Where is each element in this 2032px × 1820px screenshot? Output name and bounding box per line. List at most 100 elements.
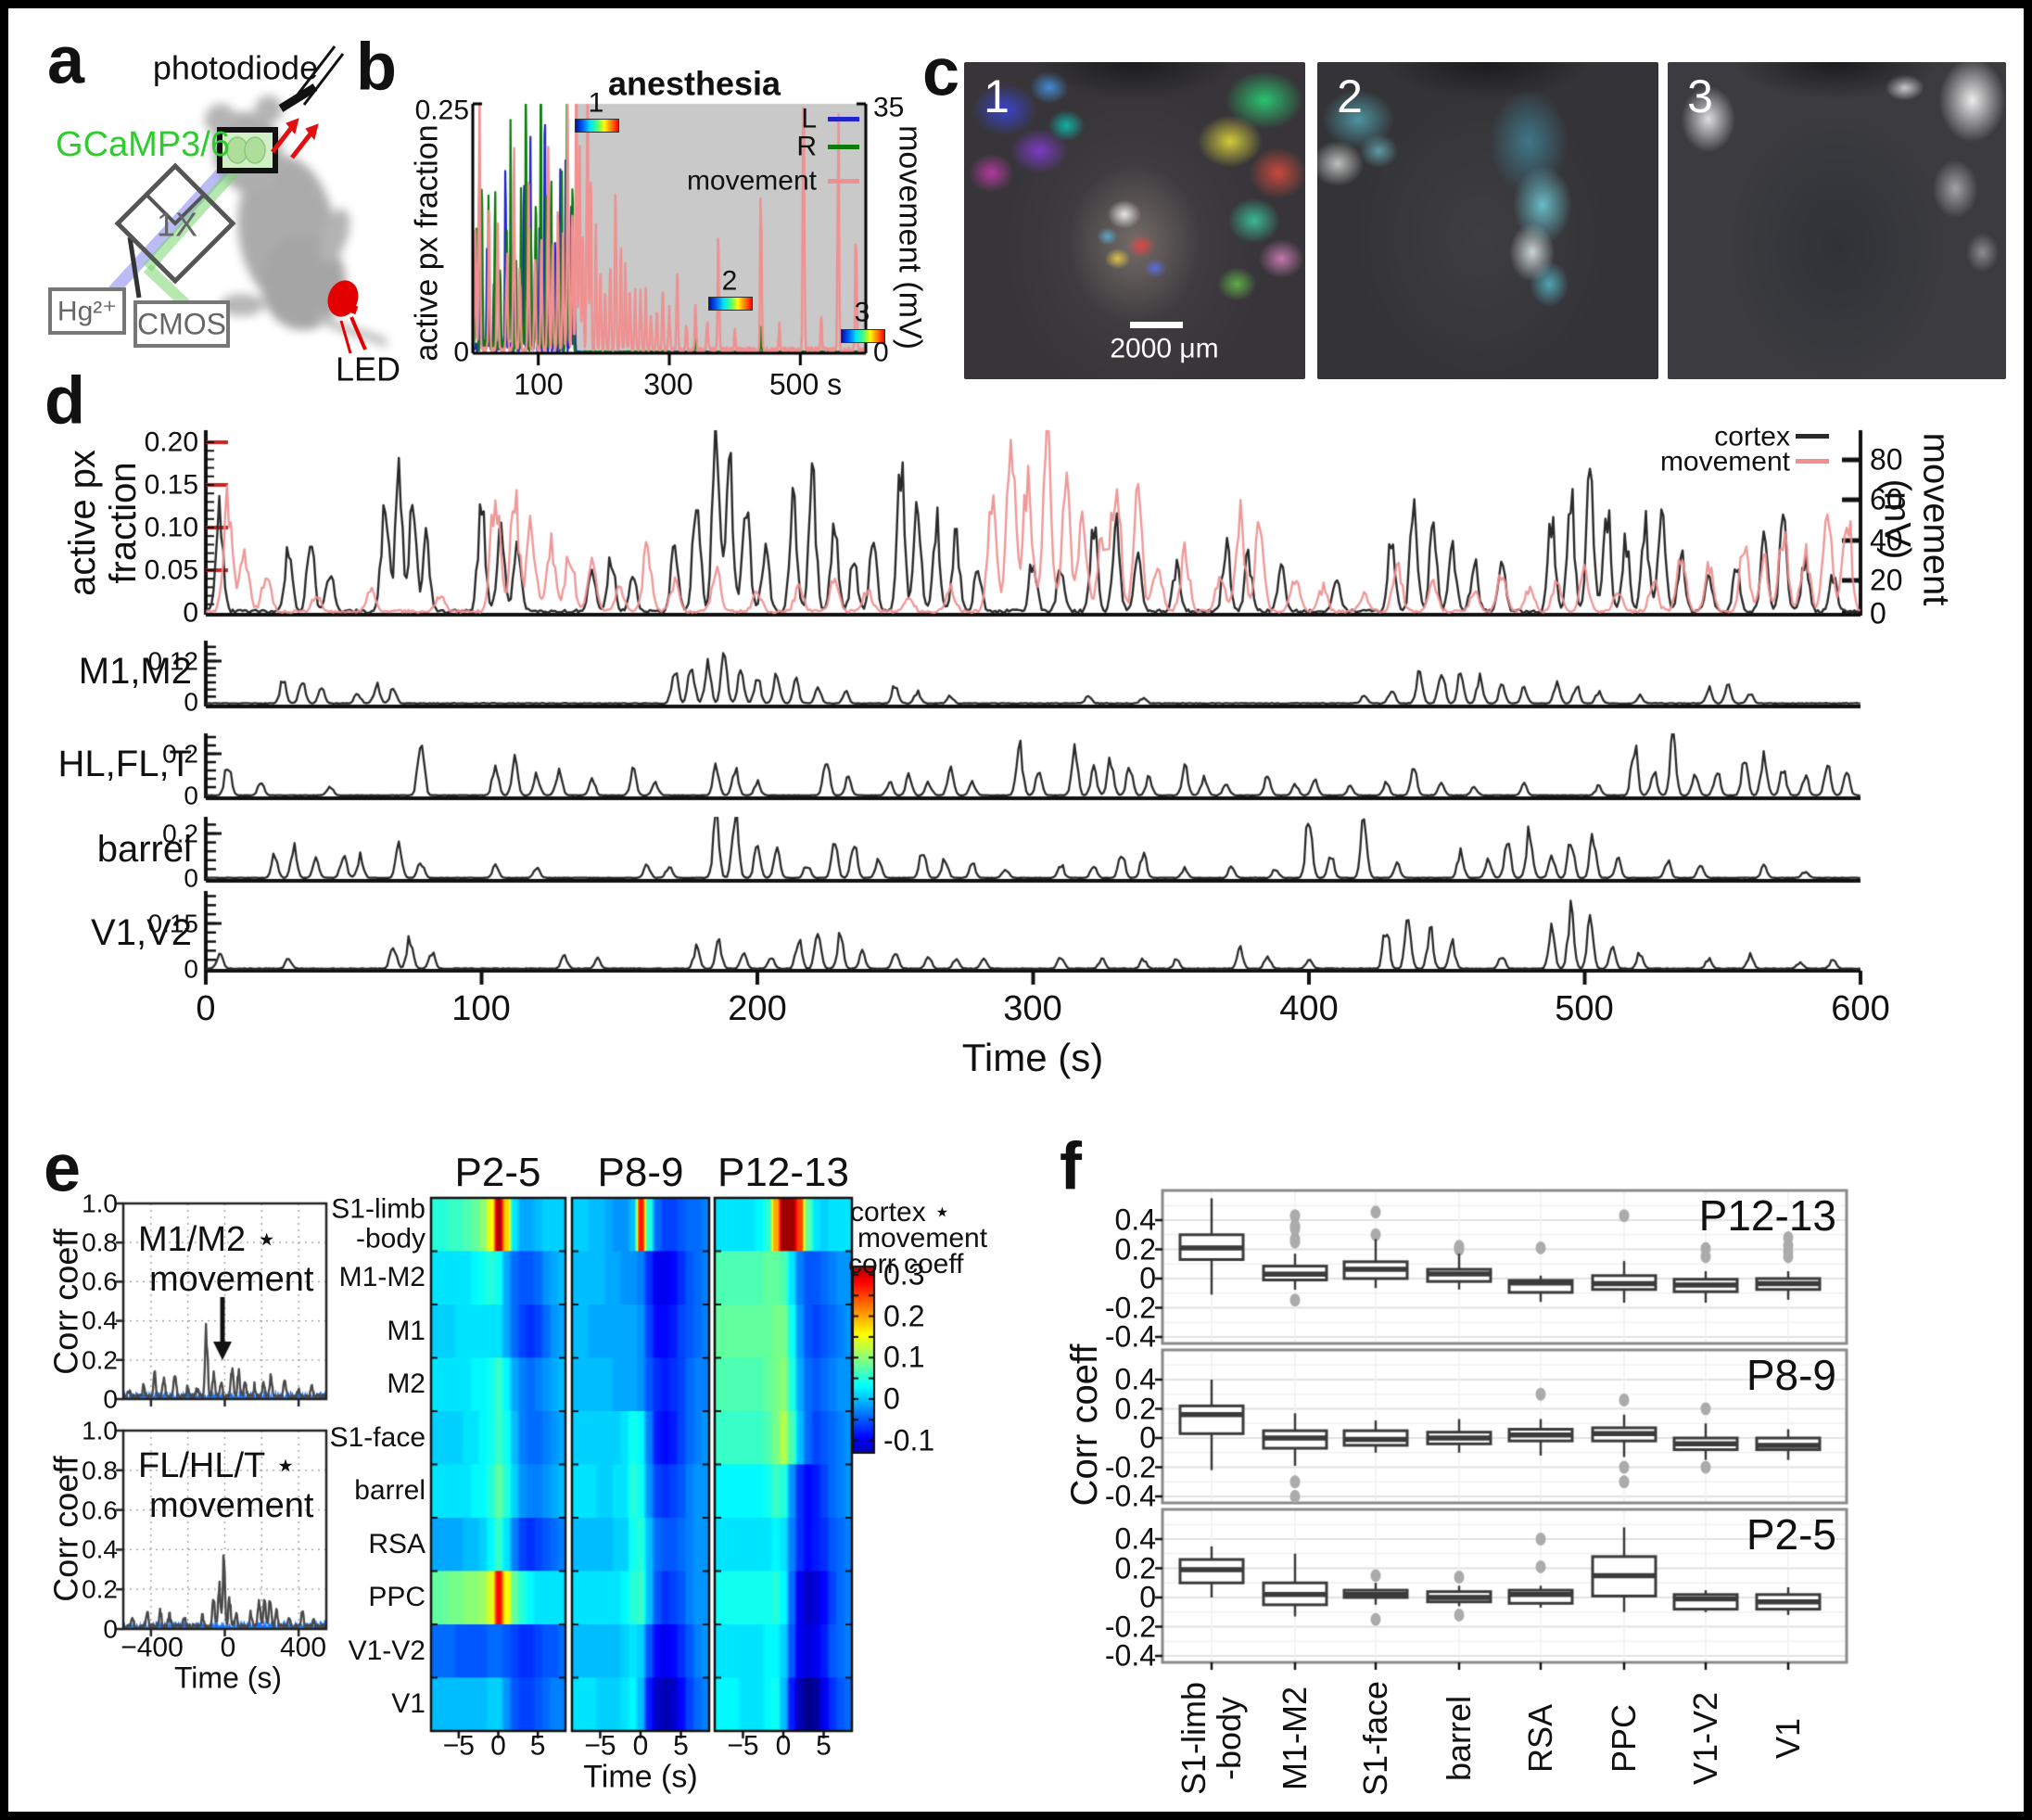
label-panel_b-ylabel: active px fraction xyxy=(409,124,445,362)
cranial-window-box xyxy=(217,127,278,173)
label-panel_a-cmos: CMOS xyxy=(137,307,226,341)
label-panel_e-corr_yticks-1: 0.8 xyxy=(82,1456,118,1485)
label-panel_f-categories-1: M1-M2 xyxy=(1276,1686,1314,1791)
label-panel_d-yticks_right-0: 80 xyxy=(1870,442,1903,477)
label-panel_d-ylabel: active px fraction xyxy=(62,450,144,596)
label-panel_f-yticks-3: -0.2 xyxy=(1104,1449,1156,1483)
label-panel_f-categories-2: S1-face xyxy=(1356,1680,1395,1797)
label-panel_e-cb_title-2: corr coeff xyxy=(848,1249,964,1279)
label-panel_d-rows-0-label: M1,M2 xyxy=(78,651,192,693)
led-icon xyxy=(327,280,367,354)
label-panel_e-hm_xticks-2: 5 xyxy=(529,1730,546,1762)
frame-marker-3-colorbar xyxy=(841,329,885,343)
label-panel_d-rows-3-yticks-1: 0 xyxy=(184,954,198,984)
label-panel_e-corr_xticks-1: 0 xyxy=(220,1632,236,1663)
label-panel_d-yticks_right-1: 60 xyxy=(1870,482,1903,516)
scalebar xyxy=(1130,322,1183,328)
label-panel_e-hm_rows-6: RSA xyxy=(368,1528,425,1559)
label-panel_d-legend-0: cortex xyxy=(1714,421,1790,452)
label-panel_b-markers-2: 3 xyxy=(854,297,870,328)
panel-letter-e: e xyxy=(43,1131,82,1206)
label-panel_e-corr_yticks-4: 0.2 xyxy=(82,1574,118,1604)
label-panel_f-yticks-0: 0.4 xyxy=(1114,1362,1156,1396)
panel-letter-f: f xyxy=(1060,1129,1082,1204)
label-panel_d-yticks_top-3: 0.05 xyxy=(144,554,198,586)
label-panel_f-yticks-1: 0.2 xyxy=(1114,1391,1156,1425)
label-panel_b-yticks-1: 0 xyxy=(453,337,469,368)
label-panel_e-hm_titles-1: P8-9 xyxy=(597,1150,684,1196)
label-panel_a-objective: 1X xyxy=(156,205,198,244)
label-panel_b-xticks-0: 100 xyxy=(514,367,564,401)
label-panel_e-hm_xlabel: Time (s) xyxy=(583,1759,698,1795)
label-panel_d-yticks_top-0: 0.20 xyxy=(144,426,198,458)
objective-prism xyxy=(114,162,236,285)
label-panel_e-hm_rows-1: M1-M2 xyxy=(338,1261,425,1292)
label-panel_e-corr_ylabel: Corr coeff xyxy=(46,1228,85,1375)
legend-dash-movement-d xyxy=(1796,459,1829,464)
label-panel_e-hm_xticks-0: −5 xyxy=(584,1730,616,1762)
label-panel_d-rows-2-yticks-0: 0.2 xyxy=(162,819,198,848)
label-panel_e-hm_titles-0: P2-5 xyxy=(454,1150,541,1196)
label-panel_f-yticks-2: 0 xyxy=(1139,1580,1156,1614)
label-panel_d-yticks_top-4: 0 xyxy=(183,597,198,629)
label-panel_f-yticks-0: 0.4 xyxy=(1114,1203,1156,1237)
label-panel_d-xticks-0: 0 xyxy=(196,989,216,1029)
label-panel_e-hm_rows-2: M1 xyxy=(387,1315,425,1346)
dichroic-mirror xyxy=(127,236,142,299)
label-panel_e-hm_rows-9: V1 xyxy=(391,1687,425,1719)
label-panel_e-corr_xticks-2: 400 xyxy=(279,1632,327,1663)
label-panel_d-xticks-3: 300 xyxy=(1003,989,1062,1029)
label-panel_e-hm_xticks-0: −5 xyxy=(442,1730,475,1762)
label-panel_e-hm_xticks-1: 0 xyxy=(632,1730,649,1762)
label-panel_d-xticks-2: 200 xyxy=(728,989,787,1029)
label-panel_f-categories-6: V1-V2 xyxy=(1686,1691,1725,1786)
label-panel_e-corr_yticks-0: 1.0 xyxy=(82,1189,118,1218)
label-panel_a-hg: Hg²⁺ xyxy=(57,296,118,327)
label-panel_e-hm_xticks-1: 0 xyxy=(490,1730,506,1762)
label-panel_e-hm_rows-7: PPC xyxy=(368,1581,425,1612)
label-panel_e-hm_rows-8: V1-V2 xyxy=(348,1635,425,1666)
label-panel_b-yticks_right-0: 35 xyxy=(873,92,905,123)
label-panel_f-categories-0: S1-limb -body xyxy=(1175,1681,1248,1796)
label-panel_f-yticks-3: -0.2 xyxy=(1104,1290,1156,1324)
label-panel_d-xticks-6: 600 xyxy=(1831,989,1890,1029)
label-panel_e-corr_yticks-0: 1.0 xyxy=(82,1416,118,1445)
label-panel_e-corr_yticks-1: 0.8 xyxy=(82,1228,118,1257)
panel-letter-a: a xyxy=(46,23,85,98)
label-panel_f-categories-3: barrel xyxy=(1440,1695,1479,1782)
label-panel_e-hm_xticks-2: 5 xyxy=(816,1730,832,1762)
panel-letter-c: c xyxy=(921,35,960,110)
label-panel_f-yticks-4: -0.4 xyxy=(1104,1479,1156,1513)
label-panel_e-hm_xticks-2: 5 xyxy=(673,1730,689,1762)
label-panel_f-tags-2: P2-5 xyxy=(1746,1510,1836,1559)
label-panel_d-xticks-4: 400 xyxy=(1279,989,1339,1029)
label-panel_f-tags-1: P8-9 xyxy=(1746,1351,1836,1400)
brain-image-p12-13 xyxy=(1668,62,2006,379)
label-panel_e-hm_rows-4: S1-face xyxy=(329,1421,425,1453)
label-panel_f-yticks-1: 0.2 xyxy=(1114,1231,1156,1266)
legend-dash-L xyxy=(828,117,859,121)
label-panel_e-corr_yticks-3: 0.4 xyxy=(82,1534,118,1564)
legend-dash-movement-b xyxy=(828,179,859,184)
label-panel_d-rows-2-label: barrel xyxy=(96,829,192,871)
label-panel_f-categories-5: PPC xyxy=(1605,1703,1644,1774)
label-panel_e-corr_yticks-2: 0.6 xyxy=(82,1266,118,1296)
label-panel_d-yticks_top-2: 0.10 xyxy=(144,512,198,543)
label-panel_e-cb_title-1: movement xyxy=(857,1223,988,1254)
panel-letter-b: b xyxy=(356,30,397,105)
label-panel_c-image_labels-2: 3 xyxy=(1687,70,1713,122)
label-panel_d-rows-3-label: V1,V2 xyxy=(91,912,192,954)
label-panel_b-markers-0: 1 xyxy=(588,87,604,119)
label-panel_e-hm_xticks-0: −5 xyxy=(727,1730,759,1762)
label-panel_d-rows-0-yticks-1: 0 xyxy=(184,687,198,717)
label-panel_a-gcamp: GCaMP3/6 xyxy=(56,125,230,165)
label-panel_d-yticks_right-2: 40 xyxy=(1870,523,1903,557)
label-panel_e-corr_yticks-5: 0 xyxy=(103,1614,118,1644)
label-panel_c-image_labels-1: 2 xyxy=(1337,70,1363,122)
label-panel_f-yticks-0: 0.4 xyxy=(1114,1521,1156,1556)
label-panel_e-corr_ylabel: Corr coeff xyxy=(46,1456,85,1602)
label-panel_e-corr2_title: FL/HL/T ⋆ xyxy=(138,1446,297,1485)
cmos-camera-box xyxy=(133,300,230,348)
label-panel_b-legend-2: movement xyxy=(686,165,817,197)
label-panel_f-yticks-4: -0.4 xyxy=(1104,1638,1156,1673)
